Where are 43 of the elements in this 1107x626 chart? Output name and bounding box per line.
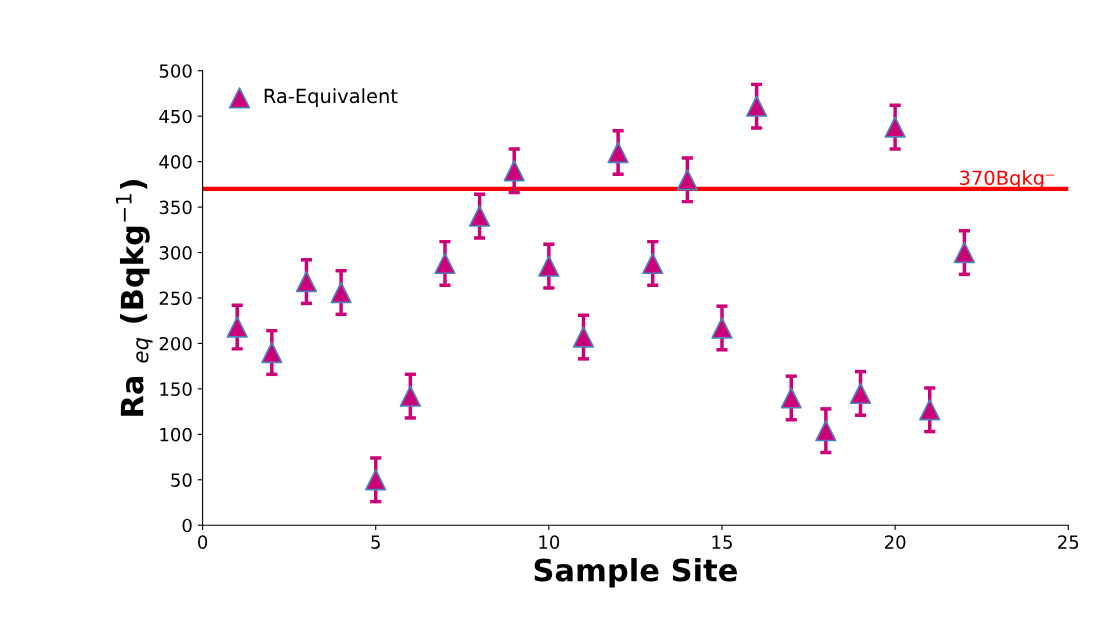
x-tick-label: 20: [884, 535, 906, 549]
point: [330, 281, 352, 304]
x-axis-title: Sample Site: [534, 557, 737, 588]
x-tick-label: 5: [371, 535, 380, 549]
point: [365, 469, 387, 491]
y-tick-label: 50: [171, 473, 192, 487]
y-tick-label: 400: [159, 155, 192, 169]
point: [642, 252, 664, 275]
y-tick-label: 150: [160, 382, 192, 396]
point: [261, 341, 283, 364]
y-axis-title: Ra $_{eq}$ (Bqkg$^{−1}$): [115, 180, 153, 416]
point: [607, 141, 629, 164]
y-tick-label: 500: [159, 64, 192, 78]
y-tick-label: 350: [159, 200, 192, 215]
y-tick-label: 250: [159, 291, 192, 306]
x-tick-label: 15: [712, 535, 732, 549]
point: [434, 252, 456, 275]
point: [399, 385, 421, 407]
point: [780, 387, 802, 409]
point: [676, 169, 699, 191]
point: [572, 326, 595, 348]
point: [503, 160, 525, 182]
y-tick-label: 300: [159, 245, 192, 260]
point: [849, 382, 872, 405]
x-tick-label: 0: [198, 535, 208, 549]
y-tick-label: 450: [159, 109, 192, 124]
ref-line-label: 370Bqkg⁻: [960, 170, 1054, 189]
point: [815, 420, 837, 442]
y-tick-label: 0: [182, 518, 192, 533]
y-tick-label: 100: [160, 427, 192, 442]
legend-label: Ra-Equivalent: [264, 88, 398, 108]
point: [884, 116, 906, 138]
point: [295, 270, 318, 293]
point: [538, 255, 560, 277]
y-tick-label: 200: [159, 336, 192, 351]
x-tick-label: 10: [539, 535, 560, 549]
point: [953, 241, 976, 264]
point: [919, 399, 941, 421]
point: [711, 317, 733, 339]
point: [468, 205, 491, 227]
point: [226, 316, 248, 338]
point: [745, 95, 768, 117]
x-tick-label: 25: [1058, 535, 1079, 549]
